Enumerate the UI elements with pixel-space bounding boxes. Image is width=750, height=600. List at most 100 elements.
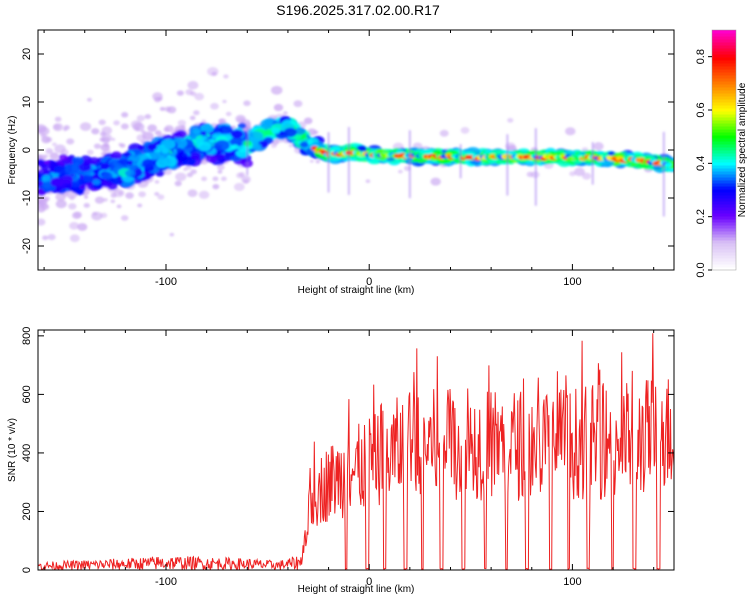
spectrogram-speckle	[236, 172, 244, 179]
spectrogram-speckle	[154, 180, 160, 184]
spectrogram-blob	[237, 122, 247, 129]
colorbar-segment	[712, 264, 736, 268]
snr-x-tick-label: -100	[155, 576, 177, 588]
colorbar-segment	[712, 117, 736, 121]
colorbar-segment	[712, 66, 736, 70]
spectrogram-blob	[221, 125, 234, 134]
spectrogram-speckle	[54, 116, 62, 122]
spectrogram-speckle	[212, 176, 219, 182]
spectrogram-blob	[79, 184, 86, 190]
colorbar-segment	[712, 45, 736, 49]
spectrogram-blob	[54, 165, 66, 174]
spectrogram-speckle	[49, 152, 59, 160]
colorbar-segment	[712, 150, 736, 154]
colorbar-segment	[712, 186, 736, 190]
spectrogram-speckle	[152, 92, 163, 101]
colorbar-segment	[712, 198, 736, 202]
spec-y-tick-label: 20	[21, 48, 33, 60]
spectrogram-speckle	[271, 139, 279, 145]
snr-frame	[37, 329, 675, 571]
colorbar-segment	[712, 144, 736, 148]
colorbar-segment	[712, 255, 736, 259]
snr-y-axis-label: SNR (10 * v/v)	[7, 418, 18, 482]
spectrogram-speckle	[176, 90, 184, 96]
colorbar-segment	[712, 63, 736, 67]
spectrogram-speckle	[83, 202, 90, 208]
spectrogram-blob	[40, 163, 51, 171]
spectrogram-speckle	[190, 169, 197, 175]
spectrogram-blob	[190, 152, 201, 160]
spectrogram-speckle	[54, 144, 66, 154]
spectrogram-speckle	[79, 122, 92, 131]
colorbar-segment	[712, 249, 736, 253]
spectrogram-speckle	[313, 130, 319, 135]
spectrogram-speckle	[169, 232, 175, 237]
spectrogram-speckle	[574, 167, 585, 177]
snr-series	[38, 333, 674, 570]
colorbar-segment	[712, 138, 736, 142]
snr-x-axis-label: Height of straight line (km)	[298, 584, 415, 595]
spectrogram-speckle	[273, 103, 284, 112]
colorbar-segment	[712, 222, 736, 226]
colorbar-segment	[712, 93, 736, 97]
spectrogram-speckle	[63, 125, 70, 130]
spectrogram-blob	[50, 177, 64, 187]
spectrogram-speckle	[186, 172, 194, 178]
spectrogram-speckle	[77, 223, 88, 231]
spec-x-tick-label: 0	[366, 276, 372, 288]
colorbar-segment	[712, 48, 736, 52]
colorbar-segment	[712, 174, 736, 178]
spectrogram-speckle	[38, 124, 47, 134]
spectrogram-blob	[119, 158, 129, 165]
colorbar-segment	[712, 261, 736, 265]
spectrogram-speckle	[185, 165, 192, 170]
spectrogram-speckle	[42, 235, 49, 241]
colorbar-segment	[712, 57, 736, 61]
snr-y-tick-label: 800	[21, 327, 33, 345]
snr-panel: -100 0 100 0 200 400 600 800 Height of straight…	[7, 327, 675, 595]
colorbar-segment	[712, 96, 736, 100]
colorbar-segment	[712, 252, 736, 256]
spectrogram-speckle	[439, 129, 449, 137]
spectrogram-speckle	[52, 123, 64, 132]
spectrogram-blob	[299, 141, 309, 148]
spectrogram-blob	[128, 154, 140, 163]
colorbar-segment	[712, 105, 736, 109]
spectrogram-blob	[278, 130, 286, 136]
colorbar-label: Normalized spectral amplitude	[737, 82, 748, 217]
colorbar-segment	[712, 123, 736, 127]
spectrogram-speckle	[365, 179, 371, 184]
spectrogram-speckle	[201, 119, 207, 124]
colorbar-segment	[712, 147, 736, 151]
colorbar-segment	[712, 180, 736, 184]
spectrogram-speckle	[68, 203, 77, 210]
spectrogram-speckle	[66, 138, 75, 145]
spectrogram-speckle	[135, 127, 140, 131]
spectrogram-speckle	[144, 114, 152, 120]
spec-y-tick-label: 0	[21, 147, 33, 153]
spectrogram-blob	[295, 127, 306, 135]
colorbar-gradient	[712, 30, 736, 271]
spectrogram-speckle	[210, 102, 219, 110]
spec-x-tick-label: 100	[563, 276, 581, 288]
colorbar-segment	[712, 126, 736, 130]
colorbar-segment	[712, 177, 736, 181]
spectrogram-blob	[92, 168, 100, 174]
spectrogram-blob	[192, 128, 201, 135]
spectrogram-speckle	[102, 197, 108, 202]
colorbar-segment	[712, 51, 736, 55]
spectrogram-speckle	[121, 112, 129, 118]
spectrogram-speckle	[38, 155, 43, 159]
spectrogram-speckle	[216, 164, 225, 171]
spectrogram-speckle	[43, 154, 49, 159]
colorbar-tick-label: 0.6	[695, 102, 707, 117]
colorbar-segment	[712, 153, 736, 157]
colorbar-segment	[712, 204, 736, 208]
colorbar-segment	[712, 54, 736, 58]
snr-axes: -100 0 100 0 200 400 600 800	[21, 327, 674, 588]
spectrogram-speckle	[315, 160, 320, 164]
spectrogram-blob	[92, 179, 101, 185]
colorbar-segment	[712, 84, 736, 88]
spectrogram-speckle	[157, 194, 165, 200]
